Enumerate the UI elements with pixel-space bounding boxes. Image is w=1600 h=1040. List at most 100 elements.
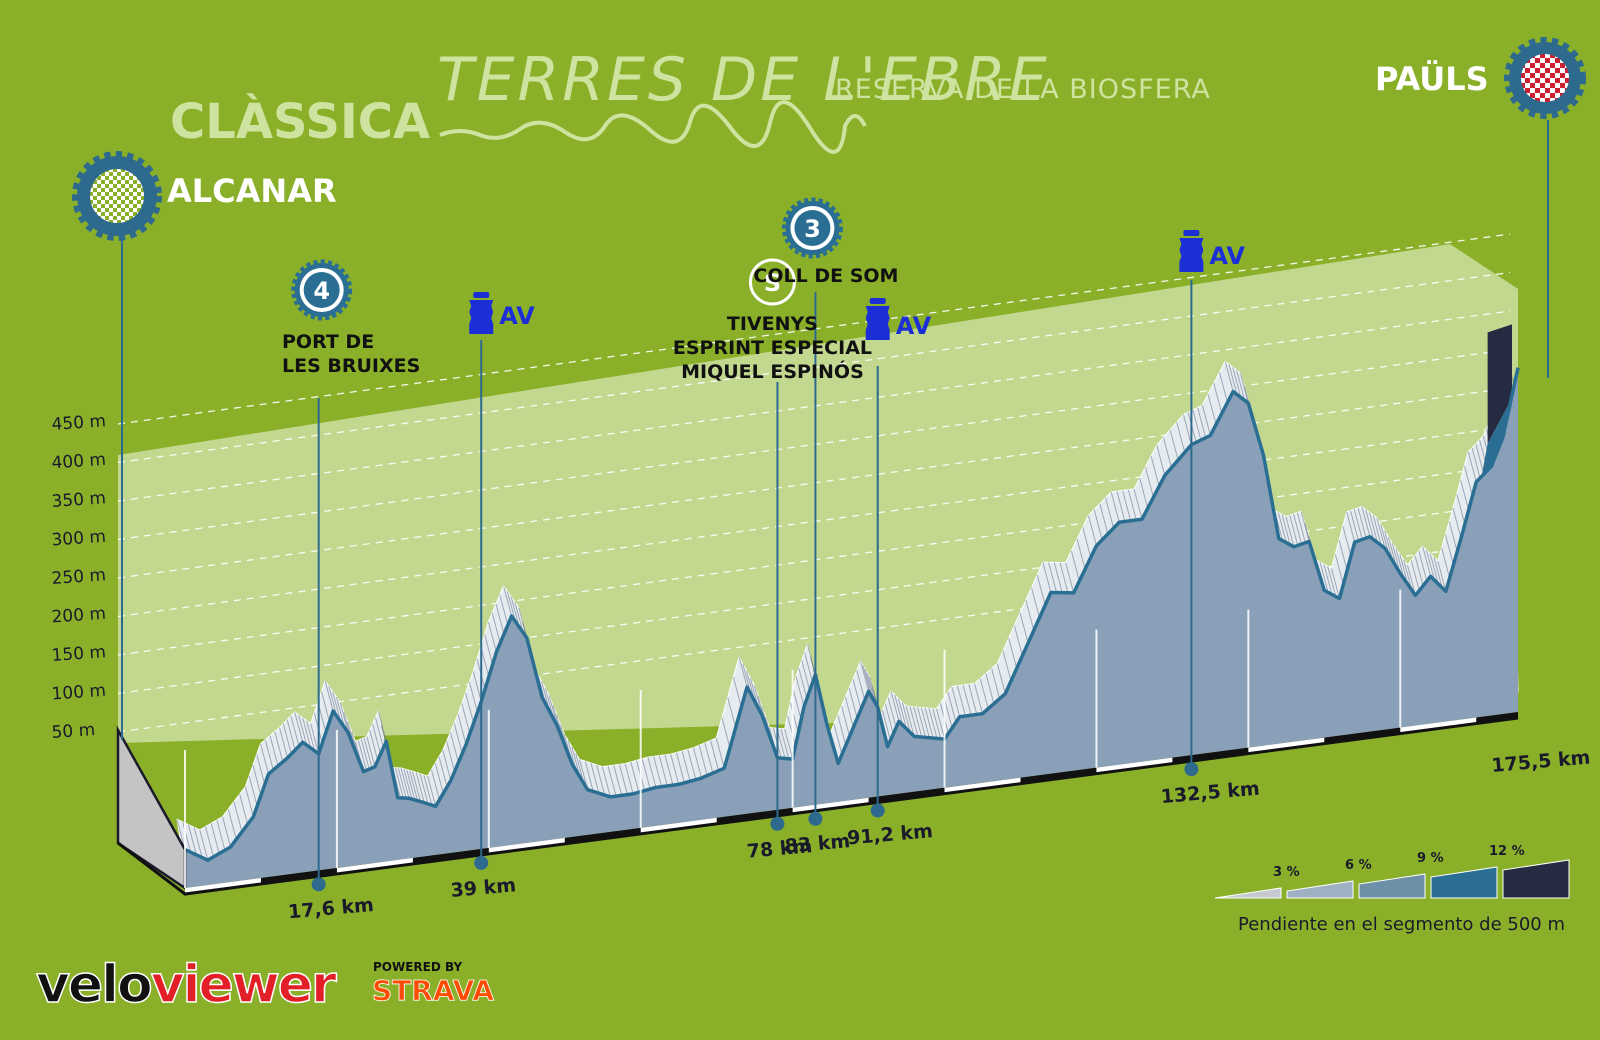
slope-stripe [1019,612,1029,644]
slope-stripe [884,703,894,735]
slope-stripe [403,768,413,800]
slope-stripe [503,585,513,617]
slope-stripe [1433,557,1443,588]
slope-stripe [310,723,320,754]
slope-stripe [397,767,407,799]
slope-stripe [798,668,808,699]
slope-stripe [1452,507,1462,539]
svg-text:veloviewer: veloviewer [36,955,337,1015]
header-river-line [439,100,867,154]
slope-stripe [1065,562,1075,593]
veloviewer-logo: veloviewer POWERED BY STRAVA [35,954,495,1016]
slope-stripe [324,680,334,712]
slope-stripe [187,824,197,856]
slope-stripe [400,767,410,799]
slope-stripe [1319,562,1329,593]
slope-stripe [1150,456,1160,487]
slope-stripe [438,756,448,788]
slope-stripe [801,660,811,691]
start-marker: ALCANAR [72,151,337,740]
slope-stripe [1218,372,1228,403]
slope-stripe [434,763,444,794]
slope-stripe [780,728,790,759]
slope-stripe [510,596,520,628]
slope-stripe [1361,506,1371,537]
slope-stripe [792,689,802,720]
slope-stripe [290,715,300,747]
km-marker-dot [1184,762,1199,777]
legend-step-label: 12 % [1489,844,1525,859]
header-title: TERRES DE L'EBRE [437,45,1050,115]
slope-stripe [1331,568,1340,599]
sprint-icon: S [748,258,796,306]
feed-zone-label: AV [499,302,535,330]
slope-stripe [1323,564,1333,595]
slope-stripe [653,756,663,787]
slope-stripe [199,829,209,861]
water-bottle-icon [1179,230,1204,272]
finish-marker: PAÜLS 175,5 km [1375,37,1591,777]
slope-stripe [372,723,382,755]
km-marker-dot [808,811,823,826]
legend-step-label: 6 % [1345,858,1372,873]
powered-by-label: POWERED BY [373,960,462,974]
grid-line [117,464,1511,656]
strava-logo: STRAVA [372,974,494,1007]
steep-segment-12pct [1487,324,1512,444]
slope-stripe [176,819,186,850]
y-tick-label: 300 m [51,527,107,551]
slope-stripe [222,816,232,848]
slope-stripe [328,686,338,717]
slope-stripe [1133,488,1143,520]
slope-stripe [1418,550,1428,582]
gradient-legend: 3 % 6 % 9 % 12 % Pendiente en el segmento de… [1214,844,1570,935]
logo-velo: velo [36,955,151,1015]
slope-stripe [1403,559,1413,591]
header-subtitle: RESERVA DE LA BIOSFERA [835,74,1211,105]
slope-stripe [1357,507,1367,539]
slope-stripe [913,706,923,738]
climb-category-3-icon: 3 [781,197,843,259]
water-bottle-icon [469,292,494,334]
y-tick-label: 350 m [51,488,107,512]
profile-side-wall [116,725,187,891]
slope-stripe [423,774,433,806]
slope-stripe [252,764,262,796]
slope-stripe [1162,437,1172,468]
sprint-name-line1: TIVENYS [727,313,818,335]
slope-stripe [1116,491,1126,522]
slope-stripe [461,703,471,734]
y-tick-label: 50 m [51,720,96,743]
slope-stripe [932,708,942,739]
slope-stripe [974,683,984,714]
annotation-feed: 39 km [450,340,517,902]
slope-stripe [951,686,961,717]
km-marker-dot [474,855,489,870]
slope-stripe [996,663,1006,694]
km-marker-dot [770,816,785,831]
slope-stripe [852,678,862,710]
slope-stripe [210,823,220,854]
slope-stripe [860,660,870,692]
slope-stripe [704,742,714,774]
slope-stripe [419,773,429,805]
slope-stripe [357,740,367,771]
slope-stripe [1296,512,1306,543]
slope-stripe [1460,479,1470,511]
slope-stripe [1399,554,1409,585]
slope-stripe [1110,491,1120,523]
slope-stripe [658,755,668,787]
slope-stripe [881,709,891,741]
slope-stripe [332,691,342,723]
climb-name-line1: COLL DE SOM [753,265,898,287]
slope-stripe [1213,383,1223,414]
slope-stripe [360,738,370,770]
slope-stripe [279,727,289,758]
slope-stripe [239,793,249,825]
slope-stripe [1467,451,1477,483]
grid-line [117,310,1511,502]
slope-stripe [1048,562,1058,593]
slope-stripe [698,745,708,776]
slope-stripe [1002,650,1012,682]
